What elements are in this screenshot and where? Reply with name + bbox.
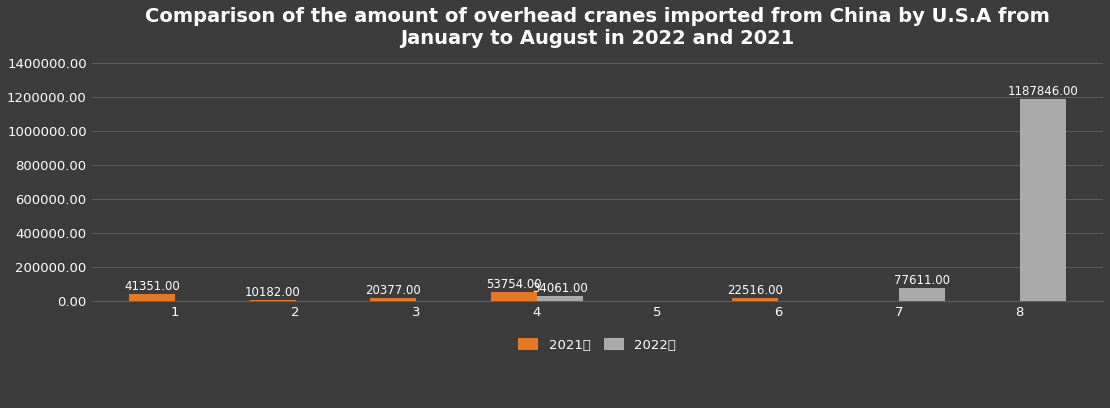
Text: 41351.00: 41351.00 bbox=[124, 280, 180, 293]
Bar bbox=[537, 296, 583, 302]
Bar bbox=[491, 293, 537, 302]
Text: 53754.00: 53754.00 bbox=[486, 278, 542, 291]
Bar bbox=[733, 298, 778, 302]
Bar bbox=[129, 295, 175, 302]
Text: 77611.00: 77611.00 bbox=[894, 274, 950, 287]
Bar bbox=[899, 288, 945, 302]
Title: Comparison of the amount of overhead cranes imported from China by U.S.A from
Ja: Comparison of the amount of overhead cra… bbox=[145, 7, 1050, 48]
Bar bbox=[1020, 100, 1066, 302]
Text: 10182.00: 10182.00 bbox=[245, 286, 301, 299]
Legend: 2021年, 2022年: 2021年, 2022年 bbox=[513, 333, 682, 357]
Bar bbox=[371, 298, 416, 302]
Text: 20377.00: 20377.00 bbox=[365, 284, 421, 297]
Text: 1187846.00: 1187846.00 bbox=[1007, 85, 1078, 98]
Text: 34061.00: 34061.00 bbox=[532, 282, 588, 295]
Text: 22516.00: 22516.00 bbox=[727, 284, 784, 297]
Bar bbox=[250, 300, 295, 302]
